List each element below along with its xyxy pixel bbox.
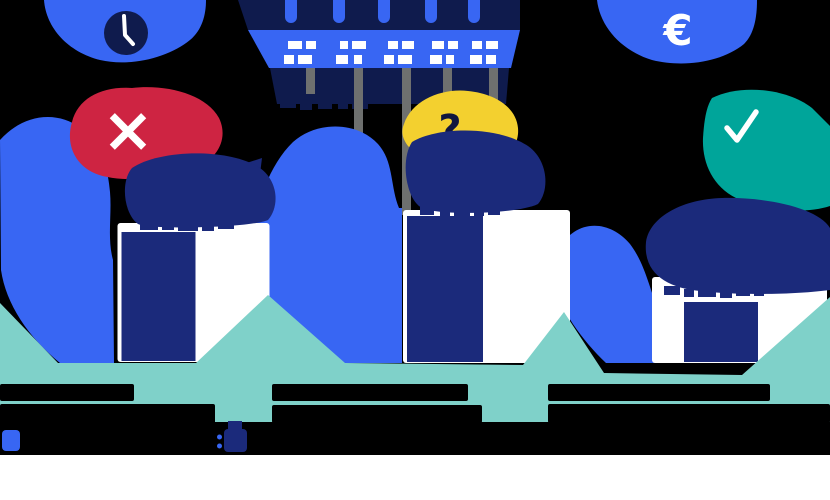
euro-blob (597, 0, 757, 64)
caption-right-line1 (548, 384, 770, 401)
chimney (468, 0, 480, 23)
label-blob-left (124, 153, 276, 231)
bar-right (684, 302, 758, 362)
caption-middle-line2 (272, 405, 482, 423)
bar-middle (407, 216, 483, 362)
bar-left (121, 232, 196, 361)
check-icon (724, 109, 759, 143)
blue-blob-middle (253, 126, 402, 363)
cross-icon: × (102, 93, 154, 166)
blue-blob-right (552, 225, 670, 363)
check-badge (702, 89, 830, 211)
bottom-strip (0, 455, 830, 500)
label-blob-right (645, 197, 830, 298)
legend-swatch-blue (2, 430, 20, 451)
blue-blob-left (0, 117, 114, 363)
caption-right-line2 (548, 404, 830, 423)
legend-swatch-navy-remnant (228, 421, 242, 431)
clock-badge (44, 0, 206, 63)
legend-text-band (0, 422, 830, 455)
euro-icon: € (662, 6, 692, 55)
caption-left-line2 (0, 404, 215, 424)
euro-badge: € (597, 0, 757, 64)
chimney (285, 0, 297, 23)
building-windows (284, 41, 498, 64)
check-blob (702, 89, 830, 211)
legend-colon-dot (217, 443, 222, 449)
chimney (378, 0, 390, 23)
caption-left-line1 (0, 384, 134, 401)
redacted-captions (0, 384, 830, 455)
legend-swatch-navy (224, 429, 247, 452)
legend-colon-dot (217, 434, 222, 440)
clock-hands (122, 14, 135, 46)
chimney (333, 0, 345, 23)
chimney (425, 0, 437, 23)
label-blob-middle (405, 130, 546, 216)
legend (2, 421, 247, 452)
caption-middle-line1 (272, 384, 468, 401)
